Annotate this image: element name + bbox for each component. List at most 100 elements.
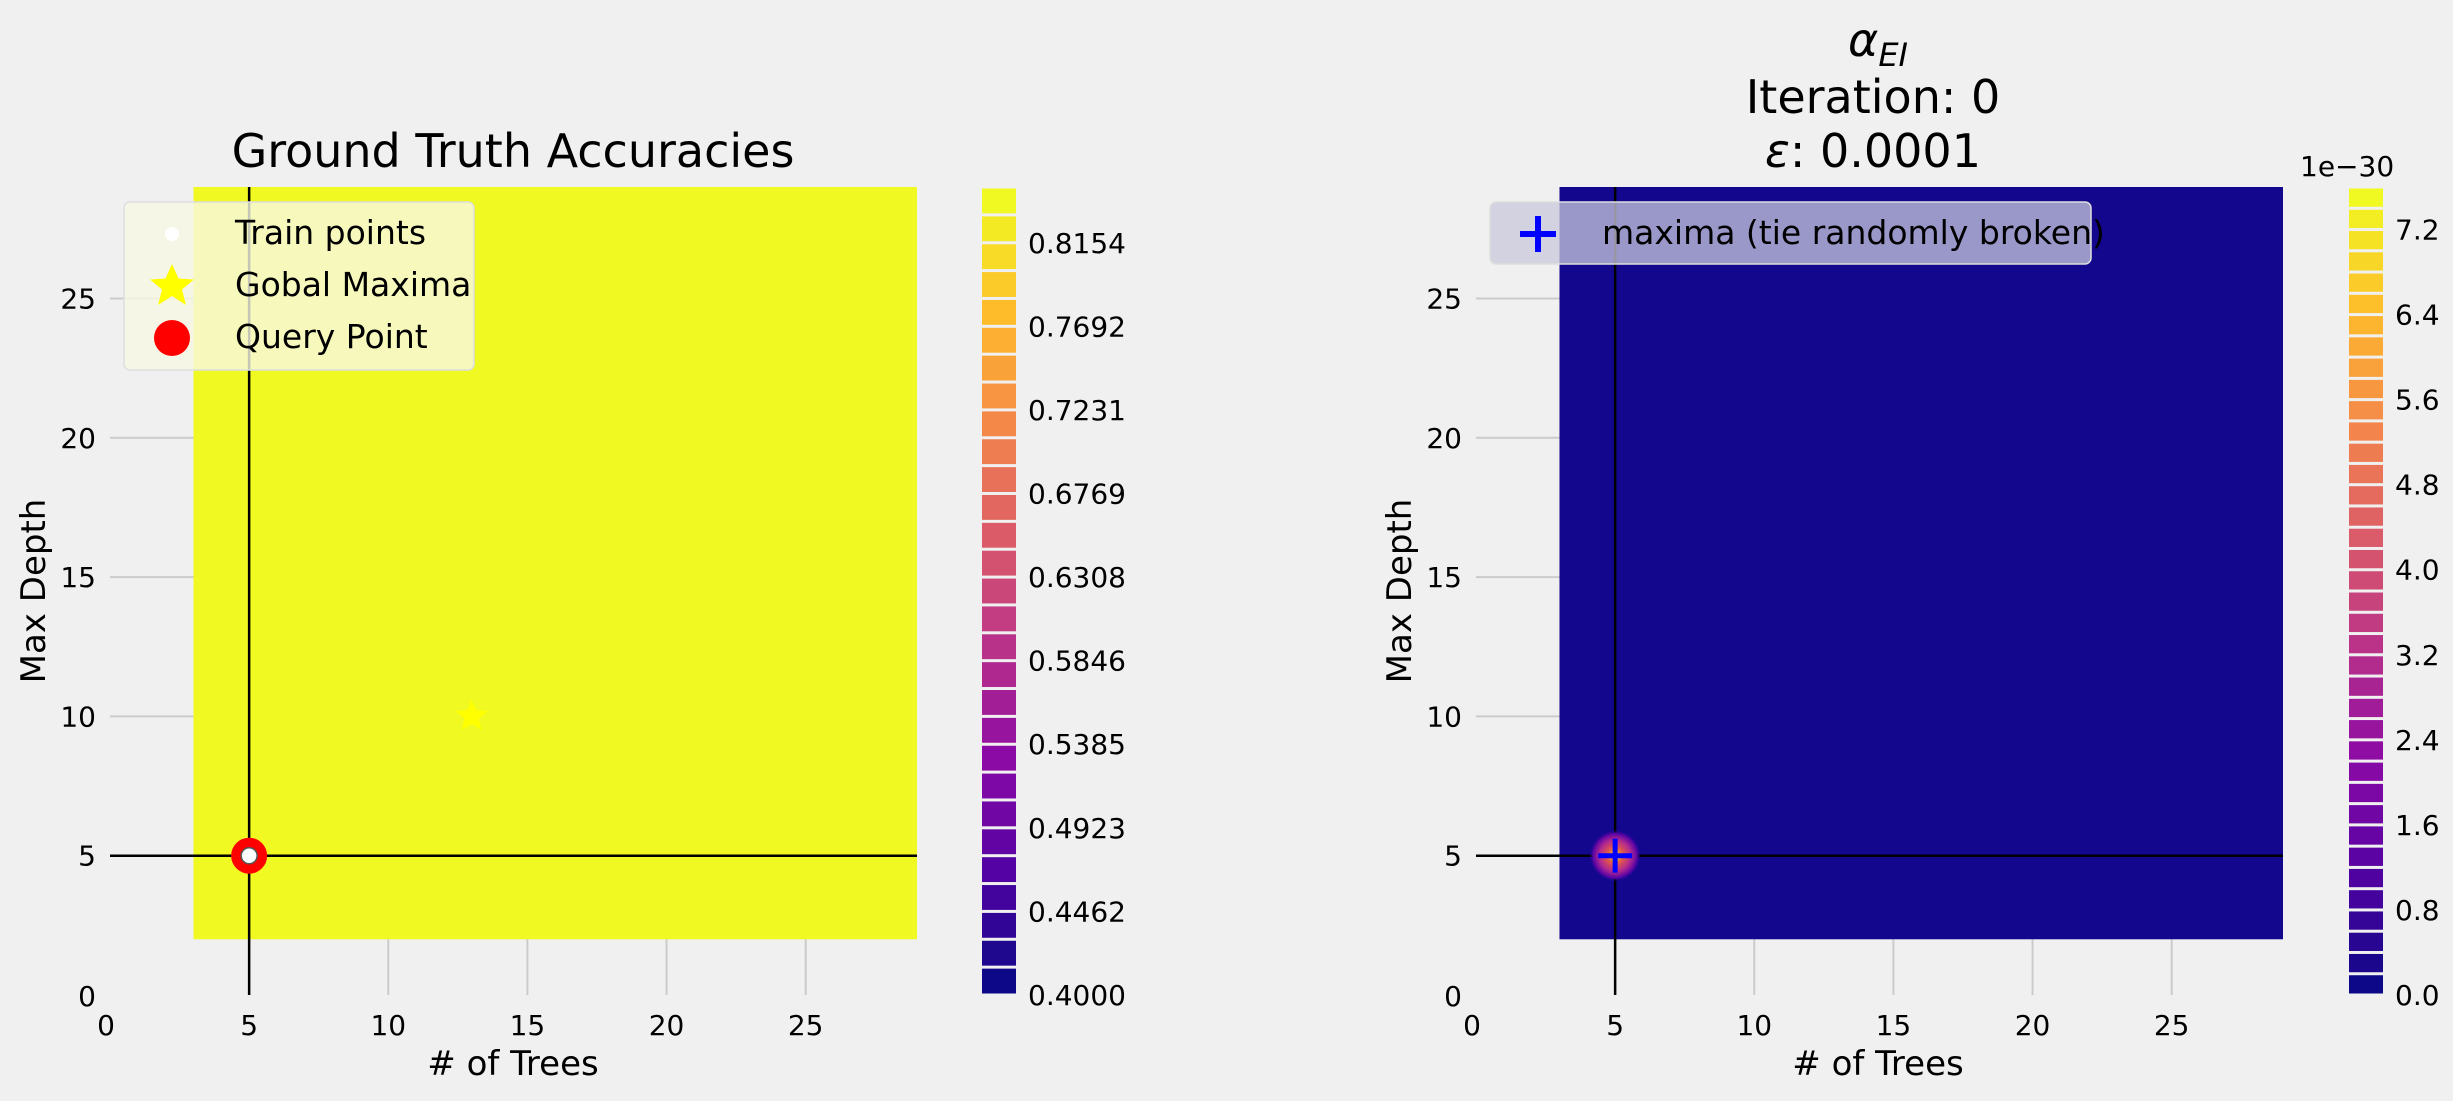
colorbar-swatch	[2349, 805, 2383, 824]
colorbar-swatch	[982, 885, 1016, 910]
y-axis-label: Max Depth	[1380, 499, 1420, 684]
y-tick-label: 15	[60, 561, 96, 594]
colorbar-swatch	[982, 912, 1016, 938]
colorbar-tick-label: 5.6	[2395, 384, 2440, 417]
colorbar-tick-label: 0.4923	[1028, 812, 1126, 845]
colorbar-swatch	[982, 606, 1016, 632]
colorbar-swatch	[2349, 635, 2383, 654]
legend-label-maxima: maxima (tie randomly broken)	[1602, 213, 2105, 252]
colorbar-swatch	[2349, 741, 2383, 760]
legend-label-query: Query Point	[235, 317, 428, 356]
colorbar: 0.0 0.8 1.6 2.4 3.2 4.0 4.8 5.6 6.4 7.2	[2349, 188, 2440, 1012]
y-ticks: 5 10 15 20 25	[1426, 282, 1462, 872]
colorbar-swatch	[2349, 401, 2383, 420]
colorbar-tick-label: 0.8	[2395, 894, 2440, 927]
global-maxima-marker	[455, 699, 488, 731]
colorbar-swatch	[982, 467, 1016, 492]
colorbar-swatch	[2349, 316, 2383, 335]
chart-title: Ground Truth Accuracies	[232, 124, 795, 178]
colorbar-swatch	[2349, 422, 2383, 441]
x-tick-label: 25	[788, 1009, 824, 1042]
x-axis-label: # of Trees	[427, 1044, 598, 1084]
colorbar-tick-label: 0.0	[2395, 979, 2440, 1012]
colorbar-swatch	[982, 550, 1016, 576]
colorbar-swatch	[982, 745, 1016, 771]
x-ticks: 5 10 15 20 25	[240, 1009, 823, 1042]
x-tick-label: 20	[2015, 1009, 2051, 1042]
x-tick-label: 10	[1736, 1009, 1772, 1042]
colorbar-swatch	[2349, 273, 2383, 292]
train-point-marker	[240, 846, 258, 865]
colorbar-swatch	[2349, 911, 2383, 930]
colorbar-swatch	[2349, 464, 2383, 484]
colorbar-swatch	[982, 494, 1016, 520]
colorbar-swatch	[2349, 294, 2383, 314]
acquisition-field	[1559, 187, 2283, 940]
colorbar-swatch	[982, 522, 1016, 548]
x-tick-label: 25	[2154, 1009, 2190, 1042]
colorbar-tick-label: 0.4462	[1028, 895, 1126, 928]
colorbar-swatch	[2349, 890, 2383, 909]
colorbar-swatch	[2349, 571, 2383, 590]
colorbar-swatch	[2349, 528, 2383, 547]
colorbar-swatch	[982, 355, 1016, 381]
colorbar-swatch	[982, 968, 1016, 994]
colorbar-swatch	[982, 216, 1016, 242]
colorbar-swatch	[2349, 868, 2383, 888]
colorbar-swatch	[982, 188, 1016, 214]
colorbar-swatch	[2349, 209, 2383, 229]
colorbar-swatch	[982, 690, 1016, 715]
legend: Train points Gobal Maxima Query Point	[123, 201, 475, 371]
x-tick-label: 5	[1606, 1009, 1624, 1042]
colorbar-swatch	[982, 383, 1016, 409]
y-tick-label: 20	[60, 422, 96, 455]
origin-label: 0	[78, 980, 96, 1013]
y-tick-label: 5	[1444, 840, 1462, 873]
colorbar-tick-label: 0.4000	[1028, 979, 1126, 1012]
colorbar-swatch	[2349, 252, 2383, 271]
colorbar-swatch	[982, 829, 1016, 855]
y-tick-label: 10	[1426, 700, 1462, 733]
colorbar-swatch	[2349, 656, 2383, 675]
colorbar-swatch	[2349, 592, 2383, 611]
colorbar-tick-label: 2.4	[2395, 724, 2440, 757]
colorbar-tick-label: 0.5385	[1028, 728, 1126, 761]
colorbar: 0.4000 0.4462 0.4923 0.5385 0.5846 0.6308 0.67…	[982, 188, 1126, 1012]
colorbar-swatch	[2349, 932, 2383, 951]
markers	[231, 699, 488, 874]
chart-title-alpha: αEI	[1848, 13, 1908, 74]
colorbar-swatch	[982, 940, 1016, 966]
colorbar-swatch	[982, 272, 1016, 297]
colorbar-swatch	[2349, 337, 2383, 356]
colorbar-tick-label: 7.2	[2395, 214, 2440, 247]
colorbar-swatch	[982, 244, 1016, 270]
y-tick-label: 25	[1426, 282, 1462, 315]
colorbar-tick-label: 0.6308	[1028, 561, 1126, 594]
colorbar-swatch	[2349, 953, 2383, 973]
colorbar-swatch	[982, 801, 1016, 827]
x-tick-label: 15	[1876, 1009, 1912, 1042]
colorbar-swatch	[2349, 698, 2383, 718]
colorbar-swatch	[2349, 783, 2383, 803]
colorbar-swatch	[2349, 379, 2383, 399]
colorbar-swatch	[2349, 762, 2383, 781]
ground-truth-chart: Ground Truth Accuracies 5 10 15 20 25 5 10 15 2…	[14, 124, 1126, 1084]
colorbar-swatch	[982, 327, 1016, 353]
plus-icon	[1520, 216, 1556, 252]
colorbar-tick-label: 4.8	[2395, 469, 2440, 502]
colorbar-swatch	[982, 773, 1016, 799]
colorbar-swatch	[2349, 847, 2383, 866]
colorbar-swatch	[982, 662, 1016, 688]
legend-label-train: Train points	[234, 213, 426, 252]
colorbar-swatch	[982, 439, 1016, 465]
colorbar-tick-label: 0.5846	[1028, 645, 1126, 678]
x-ticks: 5 10 15 20 25	[1606, 1009, 2189, 1042]
colorbar-swatch	[2349, 231, 2383, 250]
colorbar-offset-text: 1e−30	[2300, 150, 2394, 183]
y-axis-label: Max Depth	[14, 499, 54, 684]
y-tick-label: 5	[78, 840, 96, 873]
chart-title-iteration: Iteration: 0	[1746, 70, 2001, 124]
colorbar-swatch	[2349, 677, 2383, 696]
y-tick-label: 15	[1426, 561, 1462, 594]
